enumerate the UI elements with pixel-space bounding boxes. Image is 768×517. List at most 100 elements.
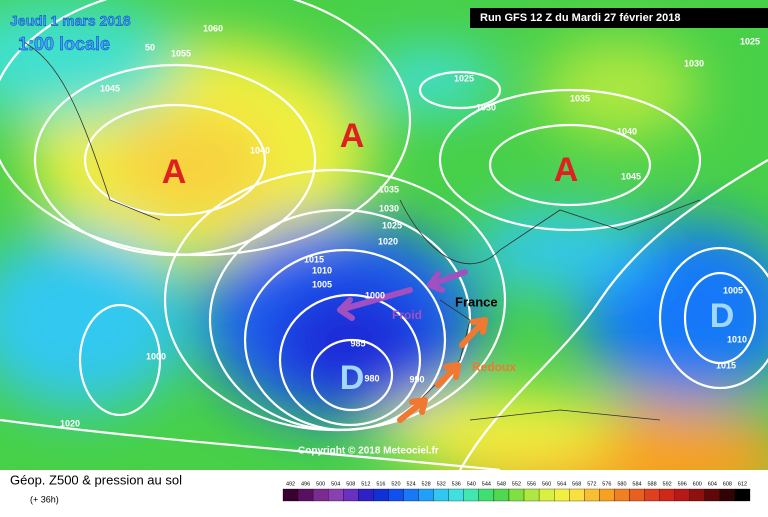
legend-swatch xyxy=(538,488,555,502)
legend-swatch xyxy=(433,488,449,502)
isobar-label: 1010 xyxy=(312,265,332,275)
legend-swatch xyxy=(659,488,675,502)
isobar-label: 1035 xyxy=(379,184,399,194)
legend-swatch xyxy=(493,488,510,502)
legend-tick: 584 xyxy=(632,481,641,487)
isobar-label: 1030 xyxy=(476,102,496,112)
pressure-center: A xyxy=(554,151,579,189)
legend-swatch xyxy=(328,488,344,502)
legend-tick: 548 xyxy=(497,481,506,487)
isobar-label: 1000 xyxy=(146,351,166,361)
pressure-center: A xyxy=(340,117,365,155)
isobar-label: 1040 xyxy=(617,126,637,136)
footer-lead: (+ 36h) xyxy=(30,494,59,504)
legend-tick: 520 xyxy=(391,481,400,487)
legend-swatch xyxy=(282,488,299,502)
legend-swatch xyxy=(388,488,404,502)
legend-swatch xyxy=(584,488,600,502)
country-label: France xyxy=(455,294,498,309)
legend-swatch xyxy=(554,488,570,502)
legend-tick: 560 xyxy=(542,481,551,487)
legend-swatch xyxy=(599,488,615,502)
arrows xyxy=(337,269,488,423)
legend-tick: 532 xyxy=(437,481,446,487)
legend-tick: 568 xyxy=(572,481,581,487)
legend-tick: 564 xyxy=(557,481,566,487)
isobar-label: 1045 xyxy=(621,171,641,181)
legend-tick: 496 xyxy=(301,481,310,487)
legend-tick: 528 xyxy=(422,481,431,487)
pressure-center: D xyxy=(710,297,735,335)
legend-tick: 608 xyxy=(723,481,732,487)
isobar-label: 1020 xyxy=(378,236,398,246)
legend-tick: 556 xyxy=(527,481,536,487)
legend-swatch xyxy=(644,488,660,502)
warm-label: Redoux xyxy=(472,360,516,374)
isobar-label: 1015 xyxy=(716,360,736,370)
isobar-label: 1030 xyxy=(684,58,704,68)
isobar-label: 980 xyxy=(364,373,379,383)
legend-tick: 592 xyxy=(663,481,672,487)
time: 1:00 locale xyxy=(18,34,110,54)
isobar-label: 1005 xyxy=(312,279,332,289)
run: Run GFS 12 Z du Mardi 27 février 2018 xyxy=(480,12,681,24)
legend-swatch xyxy=(674,488,690,502)
legend-tick: 580 xyxy=(617,481,626,487)
legend-swatch xyxy=(358,488,374,502)
isobar-label: 1010 xyxy=(727,334,747,344)
isobar-label: 1025 xyxy=(740,36,760,46)
isobar-label: 1040 xyxy=(250,145,270,155)
legend-swatch xyxy=(569,488,585,502)
pressure-center: D xyxy=(340,359,365,397)
legend-tick: 544 xyxy=(482,481,491,487)
legend-swatch xyxy=(448,488,464,502)
isobar-label: 1025 xyxy=(454,73,474,83)
isobar-label: 1060 xyxy=(203,23,223,33)
legend-tick: 572 xyxy=(587,481,596,487)
isobar-label: 1045 xyxy=(100,83,120,93)
isobar-label: 1055 xyxy=(171,48,191,58)
legend-swatch xyxy=(629,488,645,502)
legend-tick: 600 xyxy=(693,481,702,487)
legend-swatch xyxy=(418,488,434,502)
legend-swatch xyxy=(719,488,736,502)
copyright: Copyright © 2018 Meteociel.fr xyxy=(298,446,439,457)
legend-tick: 500 xyxy=(316,481,325,487)
isobar-label: 985 xyxy=(350,338,365,348)
legend-tick: 536 xyxy=(452,481,461,487)
legend-tick: 612 xyxy=(738,481,747,487)
legend-tick: 552 xyxy=(512,481,521,487)
legend-swatch xyxy=(689,488,705,502)
legend-swatch xyxy=(734,488,751,502)
legend-swatch xyxy=(373,488,389,502)
isobar-label: 1000 xyxy=(365,290,385,300)
legend-tick: 596 xyxy=(678,481,687,487)
isobar-label: 1025 xyxy=(382,220,402,230)
legend-tick: 504 xyxy=(331,481,340,487)
legend-tick: 604 xyxy=(708,481,717,487)
legend-tick: 512 xyxy=(361,481,370,487)
legend-swatch xyxy=(508,488,525,502)
isobars xyxy=(0,0,768,470)
isobar-label: 1020 xyxy=(60,418,80,428)
legend-swatch xyxy=(463,488,479,502)
legend-swatch xyxy=(297,488,314,502)
isobar-label: 1030 xyxy=(379,203,399,213)
cold-label: Froid xyxy=(392,308,422,322)
footer-title: Géop. Z500 & pression au sol xyxy=(10,472,182,487)
legend-swatch xyxy=(614,488,630,502)
legend-tick: 576 xyxy=(602,481,611,487)
pressure-center: A xyxy=(162,153,187,191)
isobar-label: 50 xyxy=(145,42,155,52)
legend-tick: 540 xyxy=(467,481,476,487)
isobar-label: 1035 xyxy=(570,93,590,103)
legend-swatch xyxy=(478,488,495,502)
legend-tick: 492 xyxy=(286,481,295,487)
run-box xyxy=(470,8,768,28)
date: Jeudi 1 mars 2018 xyxy=(10,13,131,29)
legend-swatch xyxy=(343,488,359,502)
legend-swatch xyxy=(704,488,721,502)
legend-tick: 588 xyxy=(647,481,656,487)
